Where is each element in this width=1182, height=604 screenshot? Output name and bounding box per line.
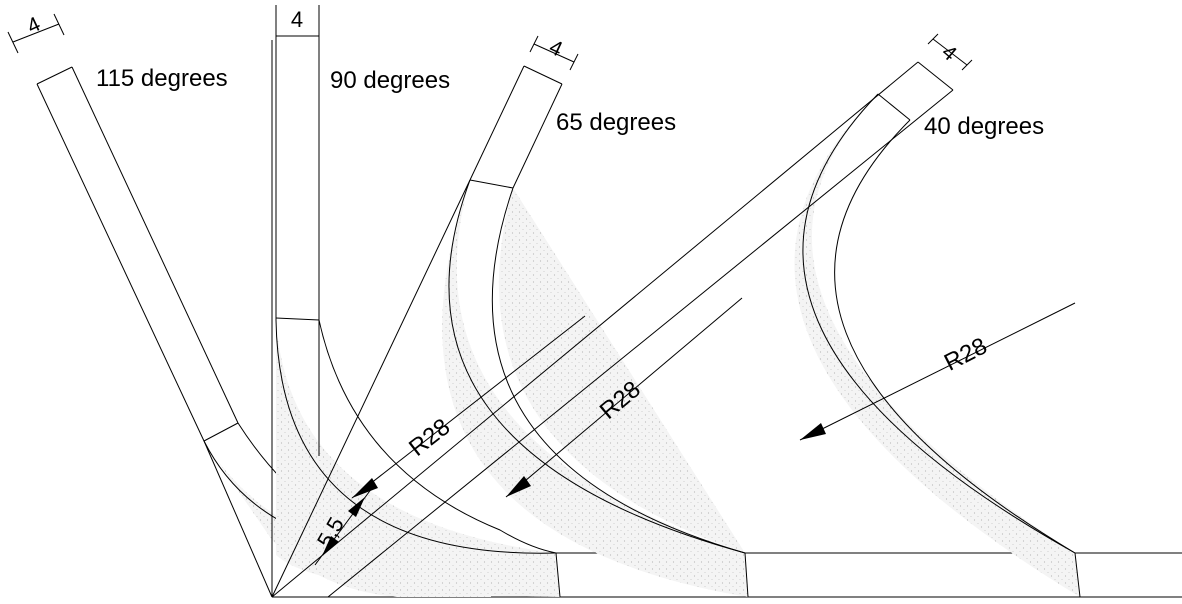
bend-65-fill bbox=[442, 180, 748, 597]
radius-right-leader bbox=[799, 302, 1076, 441]
bend-40-leg-inner bbox=[327, 89, 954, 598]
bend-90-end-cap bbox=[555, 552, 561, 598]
radius-right-label: R28 bbox=[940, 333, 991, 377]
bend-40-transition bbox=[877, 93, 911, 121]
bend-65-line-to-origin bbox=[271, 179, 471, 598]
bend-90-transition bbox=[275, 317, 320, 321]
bend-65-leg-right bbox=[512, 83, 563, 189]
bend-90-degrees: 4 90 degrees bbox=[271, 5, 561, 598]
radius-40-leader bbox=[505, 297, 743, 498]
offset-arrowhead-bottom bbox=[322, 536, 339, 556]
bend-115-leg-left bbox=[36, 83, 205, 442]
radius-right-arrowhead bbox=[800, 423, 826, 440]
bend-115-transition bbox=[203, 422, 239, 442]
angle-90-label: 90 degrees bbox=[330, 67, 450, 94]
bend-115-leg-cap bbox=[36, 66, 73, 85]
bend-40-inner-arc bbox=[834, 119, 1076, 554]
angle-65-label: 65 degrees bbox=[556, 109, 676, 136]
width-90-label: 4 bbox=[291, 7, 303, 32]
radius-65-label: R28 bbox=[404, 413, 455, 461]
radius-65-leader bbox=[351, 315, 586, 499]
width-115-ext-left bbox=[7, 31, 19, 54]
width-40-dim-line bbox=[932, 38, 968, 66]
bend-115-leg-right bbox=[71, 66, 239, 424]
bend-40-end-cap bbox=[1074, 552, 1081, 598]
bend-65-outer-arc bbox=[448, 179, 746, 554]
radius-40-arrowhead bbox=[506, 476, 531, 497]
bend-90-inner-arc bbox=[318, 319, 557, 554]
width-115-label: 4 bbox=[24, 13, 45, 39]
bend-90-fill bbox=[276, 320, 560, 597]
width-115-dim-line bbox=[12, 23, 60, 43]
bend-40-fill bbox=[794, 94, 1080, 597]
bend-65-leg-left bbox=[469, 65, 525, 181]
bend-65-end-cap bbox=[744, 552, 749, 598]
bend-40-degrees: 4 40 degrees bbox=[271, 33, 1081, 598]
offset-arrowhead-top bbox=[348, 497, 365, 517]
angle-115-label: 115 degrees bbox=[96, 65, 228, 92]
angle-40-label: 40 degrees bbox=[924, 113, 1044, 140]
bend-65-leg-cap bbox=[523, 65, 563, 85]
bend-65-transition bbox=[469, 179, 514, 189]
bend-115-line-to-origin bbox=[203, 440, 273, 598]
bend-90-outer-arc bbox=[275, 319, 557, 554]
radius-65-arrowhead bbox=[352, 478, 378, 498]
bend-40-leg-outer bbox=[271, 61, 919, 598]
width-65-dim-line bbox=[533, 43, 575, 63]
bend-40-outer-arc bbox=[802, 93, 1076, 554]
bend-65-inner-arc bbox=[491, 187, 746, 554]
bend-40-leg-cap bbox=[917, 61, 954, 91]
